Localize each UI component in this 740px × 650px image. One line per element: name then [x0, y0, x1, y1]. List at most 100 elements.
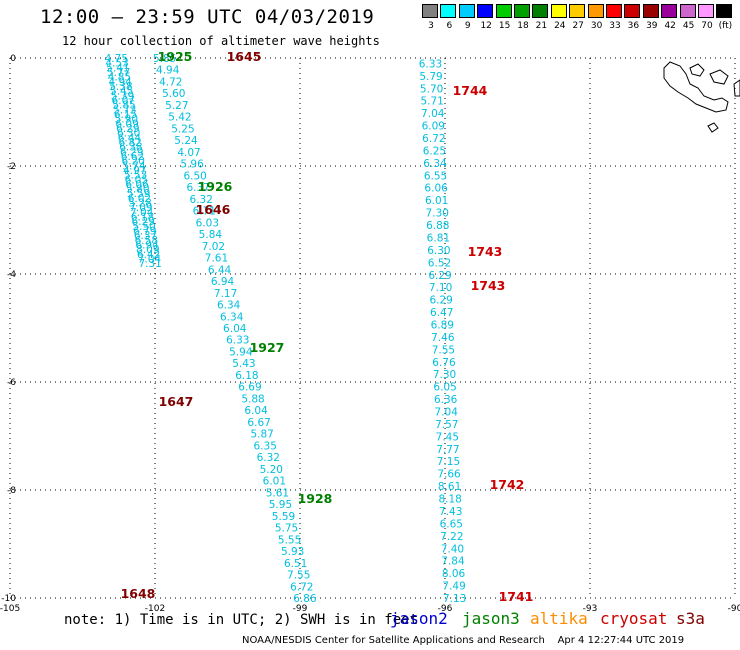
- swh-value: 5.50: [132, 221, 155, 233]
- swh-value: 7.31: [138, 258, 161, 270]
- color-swatch: [716, 4, 733, 18]
- color-swatch: [514, 4, 530, 18]
- island-outline: [707, 122, 719, 133]
- swh-value: 5.28: [128, 198, 151, 210]
- swh-value: 6.33: [419, 58, 442, 70]
- swh-value: 6.30: [427, 245, 450, 257]
- swh-value: 7.13: [443, 593, 466, 605]
- color-scale-label: 45: [682, 21, 695, 31]
- swh-value: 6.47: [430, 307, 453, 319]
- lat-tick-label: -10: [1, 594, 16, 604]
- island-outline: [733, 79, 740, 97]
- color-scale-label: 27: [572, 21, 584, 31]
- swh-value: 5.85: [112, 100, 135, 112]
- lon-tick-label: -99: [293, 604, 308, 614]
- swh-value: 6.01: [263, 476, 286, 488]
- swh-value: 6.29: [429, 295, 452, 307]
- lat-tick-label: -8: [7, 486, 16, 496]
- color-swatch: [440, 4, 457, 18]
- swh-value: 7.66: [437, 469, 461, 481]
- swh-value: 5.73: [113, 104, 136, 116]
- swh-value: 4.72: [159, 76, 182, 88]
- swh-value: 4.94: [108, 76, 132, 88]
- swh-value: 7.04: [138, 254, 162, 266]
- swh-value: 4.07: [177, 147, 200, 159]
- pass-time-label: 1743: [468, 244, 503, 259]
- swh-value: 8.61: [438, 481, 461, 493]
- color-swatch: [606, 4, 622, 18]
- color-scale-label: 24: [554, 21, 566, 31]
- swh-value: 5.39: [111, 90, 134, 102]
- swh-value: 7.30: [426, 208, 449, 220]
- swh-value: 4.97: [123, 165, 146, 177]
- lon-tick-label: -102: [145, 604, 165, 614]
- color-scale-label: 36: [627, 21, 640, 31]
- color-swatch: [422, 4, 438, 18]
- swh-value: 6.20: [122, 156, 145, 168]
- swh-value: 6.35: [254, 440, 277, 452]
- pass-time-label: 1741: [499, 589, 534, 604]
- time-labels: 1925 1645 1744 1926 1646 1743 1743 1927 1647 1742…: [121, 49, 534, 604]
- swh-value: 7.04: [421, 108, 445, 120]
- swh-value: 5.27: [165, 100, 188, 112]
- swh-value: 4.53: [105, 58, 128, 70]
- lon-tick-label: -93: [583, 604, 598, 614]
- swh-value: 6.09: [115, 118, 138, 130]
- color-scale-label: 21: [535, 21, 548, 31]
- swh-value: 6.55: [424, 170, 447, 182]
- swh-value: 6.25: [423, 145, 446, 157]
- swh-value: 4.85: [108, 72, 131, 84]
- swh-value: 5.59: [272, 511, 295, 523]
- swh-value: 6.82: [118, 137, 141, 149]
- swh-value: 6.62: [121, 151, 144, 163]
- swh-value: 7.10: [429, 282, 452, 294]
- lat-tick-label: -4: [7, 270, 16, 280]
- swh-value: 4.94: [156, 65, 180, 77]
- swh-value: 6.29: [116, 123, 139, 135]
- swh-value: 7.02: [202, 241, 225, 253]
- swh-value: 6.03: [196, 217, 219, 229]
- swh-value: 5.55: [278, 534, 301, 546]
- color-swatch: [569, 4, 586, 18]
- swh-value: 6.07: [112, 95, 135, 107]
- swh-value: 5.74: [122, 160, 146, 172]
- swh-value: 7.46: [431, 332, 455, 344]
- swh-value: 6.06: [125, 179, 149, 191]
- swh-value: 6.32: [190, 194, 213, 206]
- swh-value: 5.24: [174, 135, 198, 147]
- swh-value: 6.51: [284, 558, 307, 570]
- color-scale-label: 30: [590, 21, 603, 31]
- color-swatch: [550, 4, 567, 18]
- swh-value: 7.55: [287, 570, 310, 582]
- swh-value: 7.49: [442, 581, 465, 593]
- swh-value: 7.40: [441, 543, 464, 555]
- swh-value: 6.34: [217, 300, 241, 312]
- color-scale-legend: 3 6 9 12 15 18 21 24 27 30 33 36 39 42 45 70 (ft): [422, 4, 736, 36]
- mission-label-jason3: jason3: [462, 609, 520, 628]
- swh-value: 6.02: [128, 193, 151, 205]
- swh-value: 6.44: [118, 132, 142, 144]
- swh-value: 7.15: [437, 456, 460, 468]
- swh-value: 5.60: [162, 88, 185, 100]
- swh-value: 6.88: [426, 220, 449, 232]
- swh-value: 6.37: [186, 182, 209, 194]
- swh-value: 6.36: [434, 394, 458, 406]
- swh-value: 6.29: [120, 146, 143, 158]
- swh-value: 6.15: [114, 109, 137, 121]
- swh-value: 6.42: [137, 249, 160, 261]
- swh-value: 5.79: [419, 71, 442, 83]
- mission-label-altika: altika: [530, 609, 588, 628]
- lon-tick-label: -96: [438, 604, 453, 614]
- swh-value: 6.38: [119, 142, 142, 154]
- swh-value: 5.85: [153, 53, 176, 65]
- swh-value: 6.05: [125, 174, 148, 186]
- swh-value: 6.72: [290, 581, 313, 593]
- mission-label-s3a: s3a: [676, 609, 705, 628]
- mission-label-jason2: jason2: [390, 609, 448, 628]
- swh-value: 6.65: [440, 518, 463, 530]
- island-outline: [663, 61, 729, 113]
- color-swatch: [698, 4, 714, 18]
- swh-value: 7.84: [441, 556, 465, 568]
- swh-value: 6.76: [432, 357, 456, 369]
